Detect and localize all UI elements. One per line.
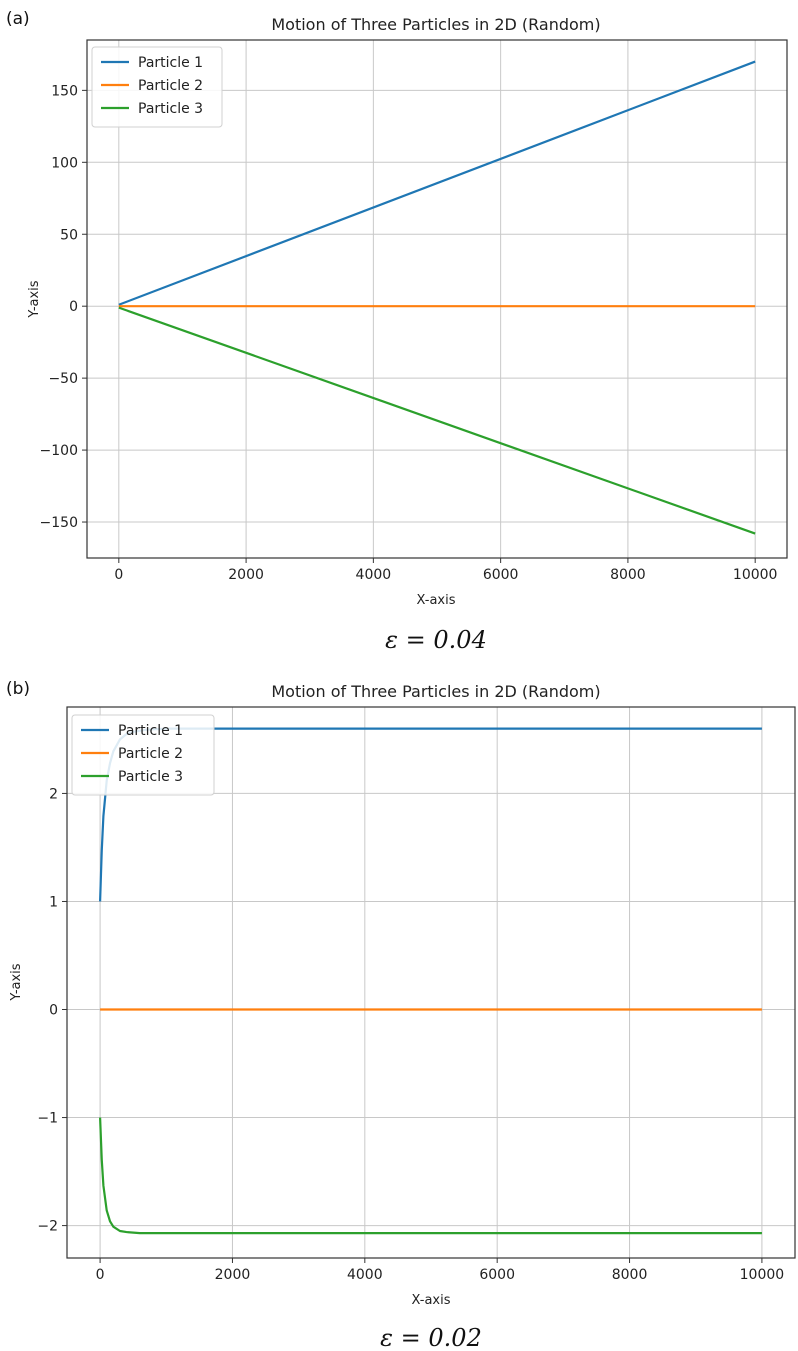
y-tick-label: 2 xyxy=(49,786,58,802)
y-tick-label: 100 xyxy=(51,155,78,171)
series-line-particle-1 xyxy=(118,60,756,306)
legend-entry: Particle 2 xyxy=(138,78,203,94)
caption: ε = 0.04 xyxy=(385,626,487,654)
y-tick-label: −1 xyxy=(37,1111,58,1127)
x-tick-label: 4000 xyxy=(356,567,392,583)
chart-title: Motion of Three Particles in 2D (Random) xyxy=(271,15,600,34)
chart-title: Motion of Three Particles in 2D (Random) xyxy=(271,682,600,701)
y-tick-label: −50 xyxy=(48,371,78,387)
series-layer xyxy=(118,60,756,535)
y-tick-label: 50 xyxy=(60,227,78,243)
plot-frame xyxy=(86,39,788,559)
legend: Particle 1 Particle 2 Particle 3 xyxy=(91,46,223,128)
y-axis-label: Y-axis xyxy=(27,280,42,318)
x-tick-label: 10000 xyxy=(740,1267,785,1283)
series-layer xyxy=(98,727,762,1235)
series-line-particle-3 xyxy=(98,1117,762,1235)
legend-entry: Particle 3 xyxy=(138,101,203,117)
y-tick-label: 0 xyxy=(69,299,78,315)
x-tick-label: 10000 xyxy=(733,567,778,583)
x-tick-label: 0 xyxy=(114,567,123,583)
gridlines xyxy=(67,707,795,1258)
panel-label: (a) xyxy=(6,9,30,29)
x-tick-label: 6000 xyxy=(483,567,519,583)
plot-frame xyxy=(66,706,796,1259)
x-tick-label: 8000 xyxy=(610,567,646,583)
x-tick-label: 6000 xyxy=(479,1267,515,1283)
x-tick-label: 8000 xyxy=(612,1267,648,1283)
x-tick-label: 2000 xyxy=(215,1267,251,1283)
legend: Particle 1 Particle 2 Particle 3 xyxy=(71,714,215,796)
x-tick-label: 4000 xyxy=(347,1267,383,1283)
legend-entry: Particle 1 xyxy=(118,723,183,739)
legend-entry: Particle 3 xyxy=(118,769,183,785)
axis-ticks: 0 2000 4000 6000 8000 10000 150 100 50 0 −50 −100 −1… xyxy=(40,83,778,583)
y-tick-label: 0 xyxy=(49,1003,58,1019)
x-tick-label: 0 xyxy=(96,1267,105,1283)
legend-entry: Particle 2 xyxy=(118,746,183,762)
y-tick-label: −150 xyxy=(40,515,78,531)
caption: ε = 0.02 xyxy=(380,1324,482,1351)
y-tick-label: 150 xyxy=(51,83,78,99)
chart-panel-a: (a) Motion of Three Particles in 2D (Ran… xyxy=(6,9,788,654)
x-axis-label: X-axis xyxy=(412,1293,451,1308)
legend-entry: Particle 1 xyxy=(138,55,203,71)
x-axis-label: X-axis xyxy=(417,593,456,608)
y-axis-label: Y-axis xyxy=(9,963,24,1001)
chart-panel-b: (b) Motion of Three Particles in 2D (Ran… xyxy=(6,679,796,1351)
axis-ticks: 0 2000 4000 6000 8000 10000 2 1 0 −1 −2 xyxy=(37,786,784,1283)
y-tick-label: 1 xyxy=(49,894,58,910)
x-tick-label: 2000 xyxy=(228,567,264,583)
panel-label: (b) xyxy=(6,679,30,699)
y-tick-label: −100 xyxy=(40,443,78,459)
series-line-particle-3 xyxy=(118,306,756,535)
y-tick-label: −2 xyxy=(37,1219,58,1235)
